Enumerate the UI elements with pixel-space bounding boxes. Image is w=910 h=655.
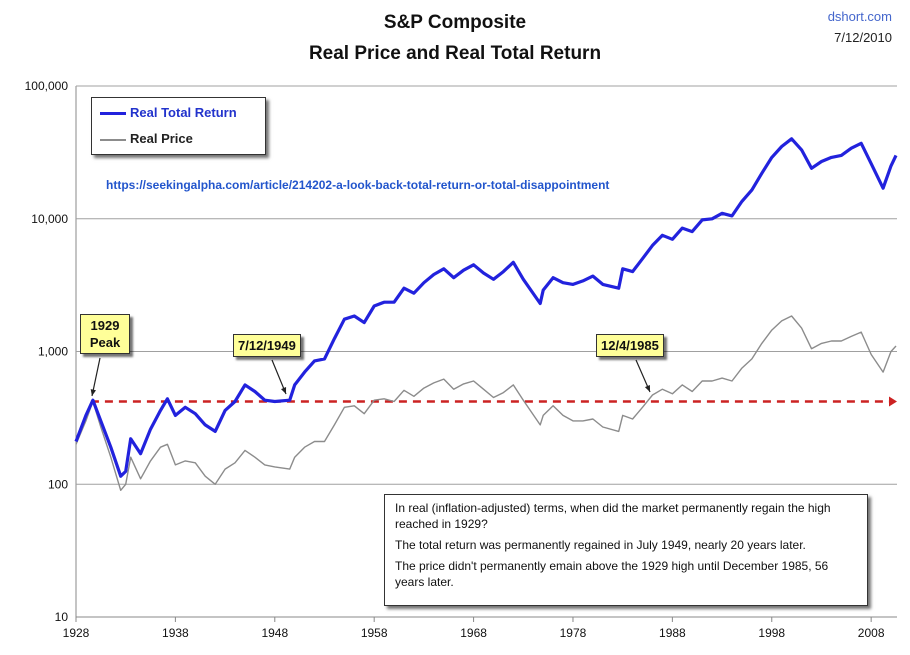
legend-item-total-return: Real Total Return [100,105,237,120]
y-tick-label: 10,000 [31,212,68,226]
arrow-1929-peak-head [90,389,96,396]
notes-para2: The total return was permanently regaine… [395,538,806,552]
series-lines [74,137,898,491]
gridlines [75,85,897,618]
x-tick-label: 1938 [162,626,189,640]
y-tick-label: 100 [48,477,68,491]
chart-title-line2: Real Price and Real Total Return [308,43,602,64]
x-tick-label: 2008 [858,626,885,640]
callout-1929-line1: 1929 [90,318,120,333]
legend-label-total-return: Real Total Return [130,105,237,120]
x-tick-label: 1998 [758,626,785,640]
x-tick-label: 1968 [460,626,487,640]
legend-swatch-price [100,138,126,141]
y-axis-ticks: 10 100 1,000 10,000 100,000 [25,79,69,624]
notes-para3: The price didn't permanently emain above… [395,559,829,589]
x-tick-label: 1948 [261,626,288,640]
legend-label-price: Real Price [130,131,193,146]
x-tick-label: 1958 [361,626,388,640]
legend-item-price: Real Price [100,131,193,146]
callout-1949: 7/12/1949 [233,334,301,357]
legend: Real Total Return Real Price [91,97,266,155]
x-tick-label: 1978 [560,626,587,640]
source-label: dshort.com [827,9,892,24]
x-tick-label: 1988 [659,626,686,640]
notes-para1: In real (inflation-adjusted) terms, when… [395,501,831,531]
series-line-price [75,315,897,491]
date-label: 7/12/2010 [834,30,892,45]
x-tick-label: 1928 [63,626,90,640]
y-tick-label: 1,000 [38,345,68,359]
x-axis-ticks: 1928 1938 1948 1958 1968 1978 1988 1998 2008 [63,617,885,640]
callout-1929-line2: Peak [89,335,121,350]
legend-swatch-total-return [100,112,126,116]
callout-arrows [90,357,651,397]
notes-box: In real (inflation-adjusted) terms, when… [384,494,868,606]
y-tick-label: 100,000 [25,79,69,93]
arrow-1985-head [644,385,650,392]
arrow-1929-peak [91,357,101,397]
reference-line-arrowhead [889,396,897,407]
y-tick-label: 10 [55,610,69,624]
series-line-total-return [74,137,898,478]
arrow-1949-head [281,387,287,394]
callout-1929-peak: 1929 Peak [80,314,130,354]
article-url[interactable]: https://seekingalpha.com/article/214202-… [106,178,610,192]
callout-1985: 12/4/1985 [596,334,664,357]
chart-title-line1: S&P Composite [383,12,527,33]
